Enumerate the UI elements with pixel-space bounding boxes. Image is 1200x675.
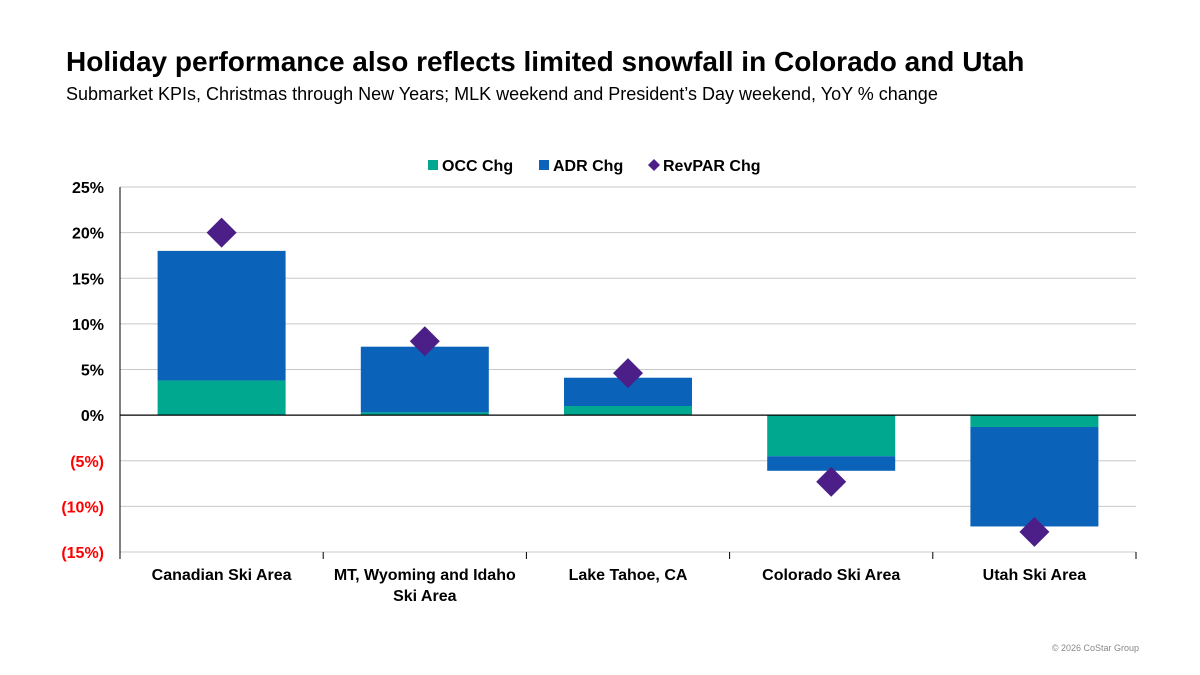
y-tick-label: 5% [81,363,104,380]
y-tick-label: 0% [81,408,104,425]
legend-swatch-revpar [648,159,660,171]
legend-label: ADR Chg [553,158,623,175]
revpar-marker [1019,516,1050,547]
bar-occ-chg [767,415,896,457]
bar-adr-chg [970,426,1099,527]
y-tick-labels: 25% 20% 15% 10% 5% 0% (5%) (10%) (15%) [61,180,104,562]
legend-swatch-occ-chg [428,160,438,170]
chart-subtitle: Submarket KPIs, Christmas through New Ye… [66,84,938,104]
revpar-marker [206,217,237,248]
revpar-markers [206,217,1050,547]
y-tick-label: (15%) [61,545,104,562]
bar-occ-chg [360,412,489,416]
legend-swatch-adr-chg [539,160,549,170]
y-tick-label: 15% [72,271,104,288]
category-label: Lake Tahoe, CA [569,567,688,584]
category-label: Colorado Ski Area [762,567,900,584]
legend-label: OCC Chg [442,158,513,175]
revpar-marker [613,358,643,389]
category-labels: Canadian Ski Area MT, Wyoming and Idaho Sk… [152,567,1087,605]
revpar-marker [816,466,847,497]
bar-adr-chg [767,456,896,471]
axes [119,187,1137,559]
bar-occ-chg [970,415,1099,427]
revpar-marker [409,326,440,357]
legend: OCC Chg ADR Chg RevPAR Chg [428,158,761,175]
bar-adr-chg [360,346,489,413]
category-label: MT, Wyoming and Idaho [334,567,516,584]
gridlines [120,186,1136,553]
y-tick-label: 20% [72,226,104,243]
y-tick-label: (5%) [70,454,104,471]
category-label: Ski Area [393,588,457,605]
copyright-notice: © 2026 CoStar Group [1051,643,1139,653]
bars [157,250,1099,527]
y-tick-label: 25% [72,180,104,197]
y-tick-label: 10% [72,317,104,334]
legend-label: RevPAR Chg [663,158,761,175]
bar-adr-chg [157,250,286,381]
category-label: Utah Ski Area [983,567,1087,584]
bar-occ-chg [564,406,692,416]
category-label: Canadian Ski Area [152,567,292,584]
bar-occ-chg [157,380,286,416]
y-tick-label: (10%) [61,499,104,516]
chart-title: Holiday performance also reflects limite… [66,46,1025,77]
